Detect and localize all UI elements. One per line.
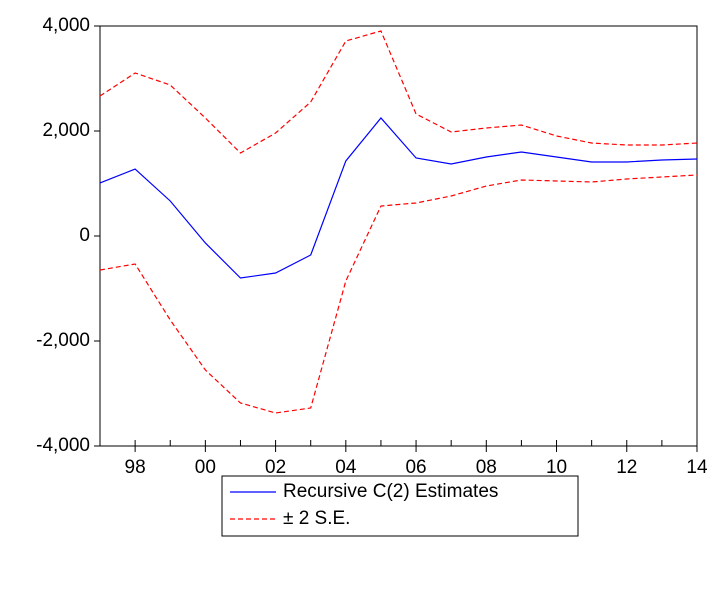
series-line [99, 30, 698, 154]
series-line [99, 117, 698, 279]
x-tick-label: 02 [265, 457, 286, 478]
x-tick-label: 12 [616, 457, 637, 478]
x-tick-label: 06 [405, 457, 426, 478]
x-tick-label: 14 [686, 457, 708, 478]
y-tick-label: 0 [79, 225, 90, 246]
legend-label: ± 2 S.E. [283, 508, 350, 529]
x-tick-label: 08 [476, 457, 497, 478]
x-tick-label: 98 [125, 457, 146, 478]
y-tick-label: -2,000 [36, 330, 90, 351]
plot-frame [99, 25, 698, 447]
x-tick-label: 04 [335, 457, 357, 478]
y-tick-label: 2,000 [42, 120, 90, 141]
y-tick-label: -4,000 [36, 435, 90, 456]
y-tick-label: 4,000 [42, 15, 90, 36]
x-tick-label: 00 [195, 457, 216, 478]
legend-box [221, 475, 579, 537]
x-tick-label: 10 [546, 457, 567, 478]
series-line [99, 174, 698, 414]
legend-label: Recursive C(2) Estimates [283, 481, 498, 502]
